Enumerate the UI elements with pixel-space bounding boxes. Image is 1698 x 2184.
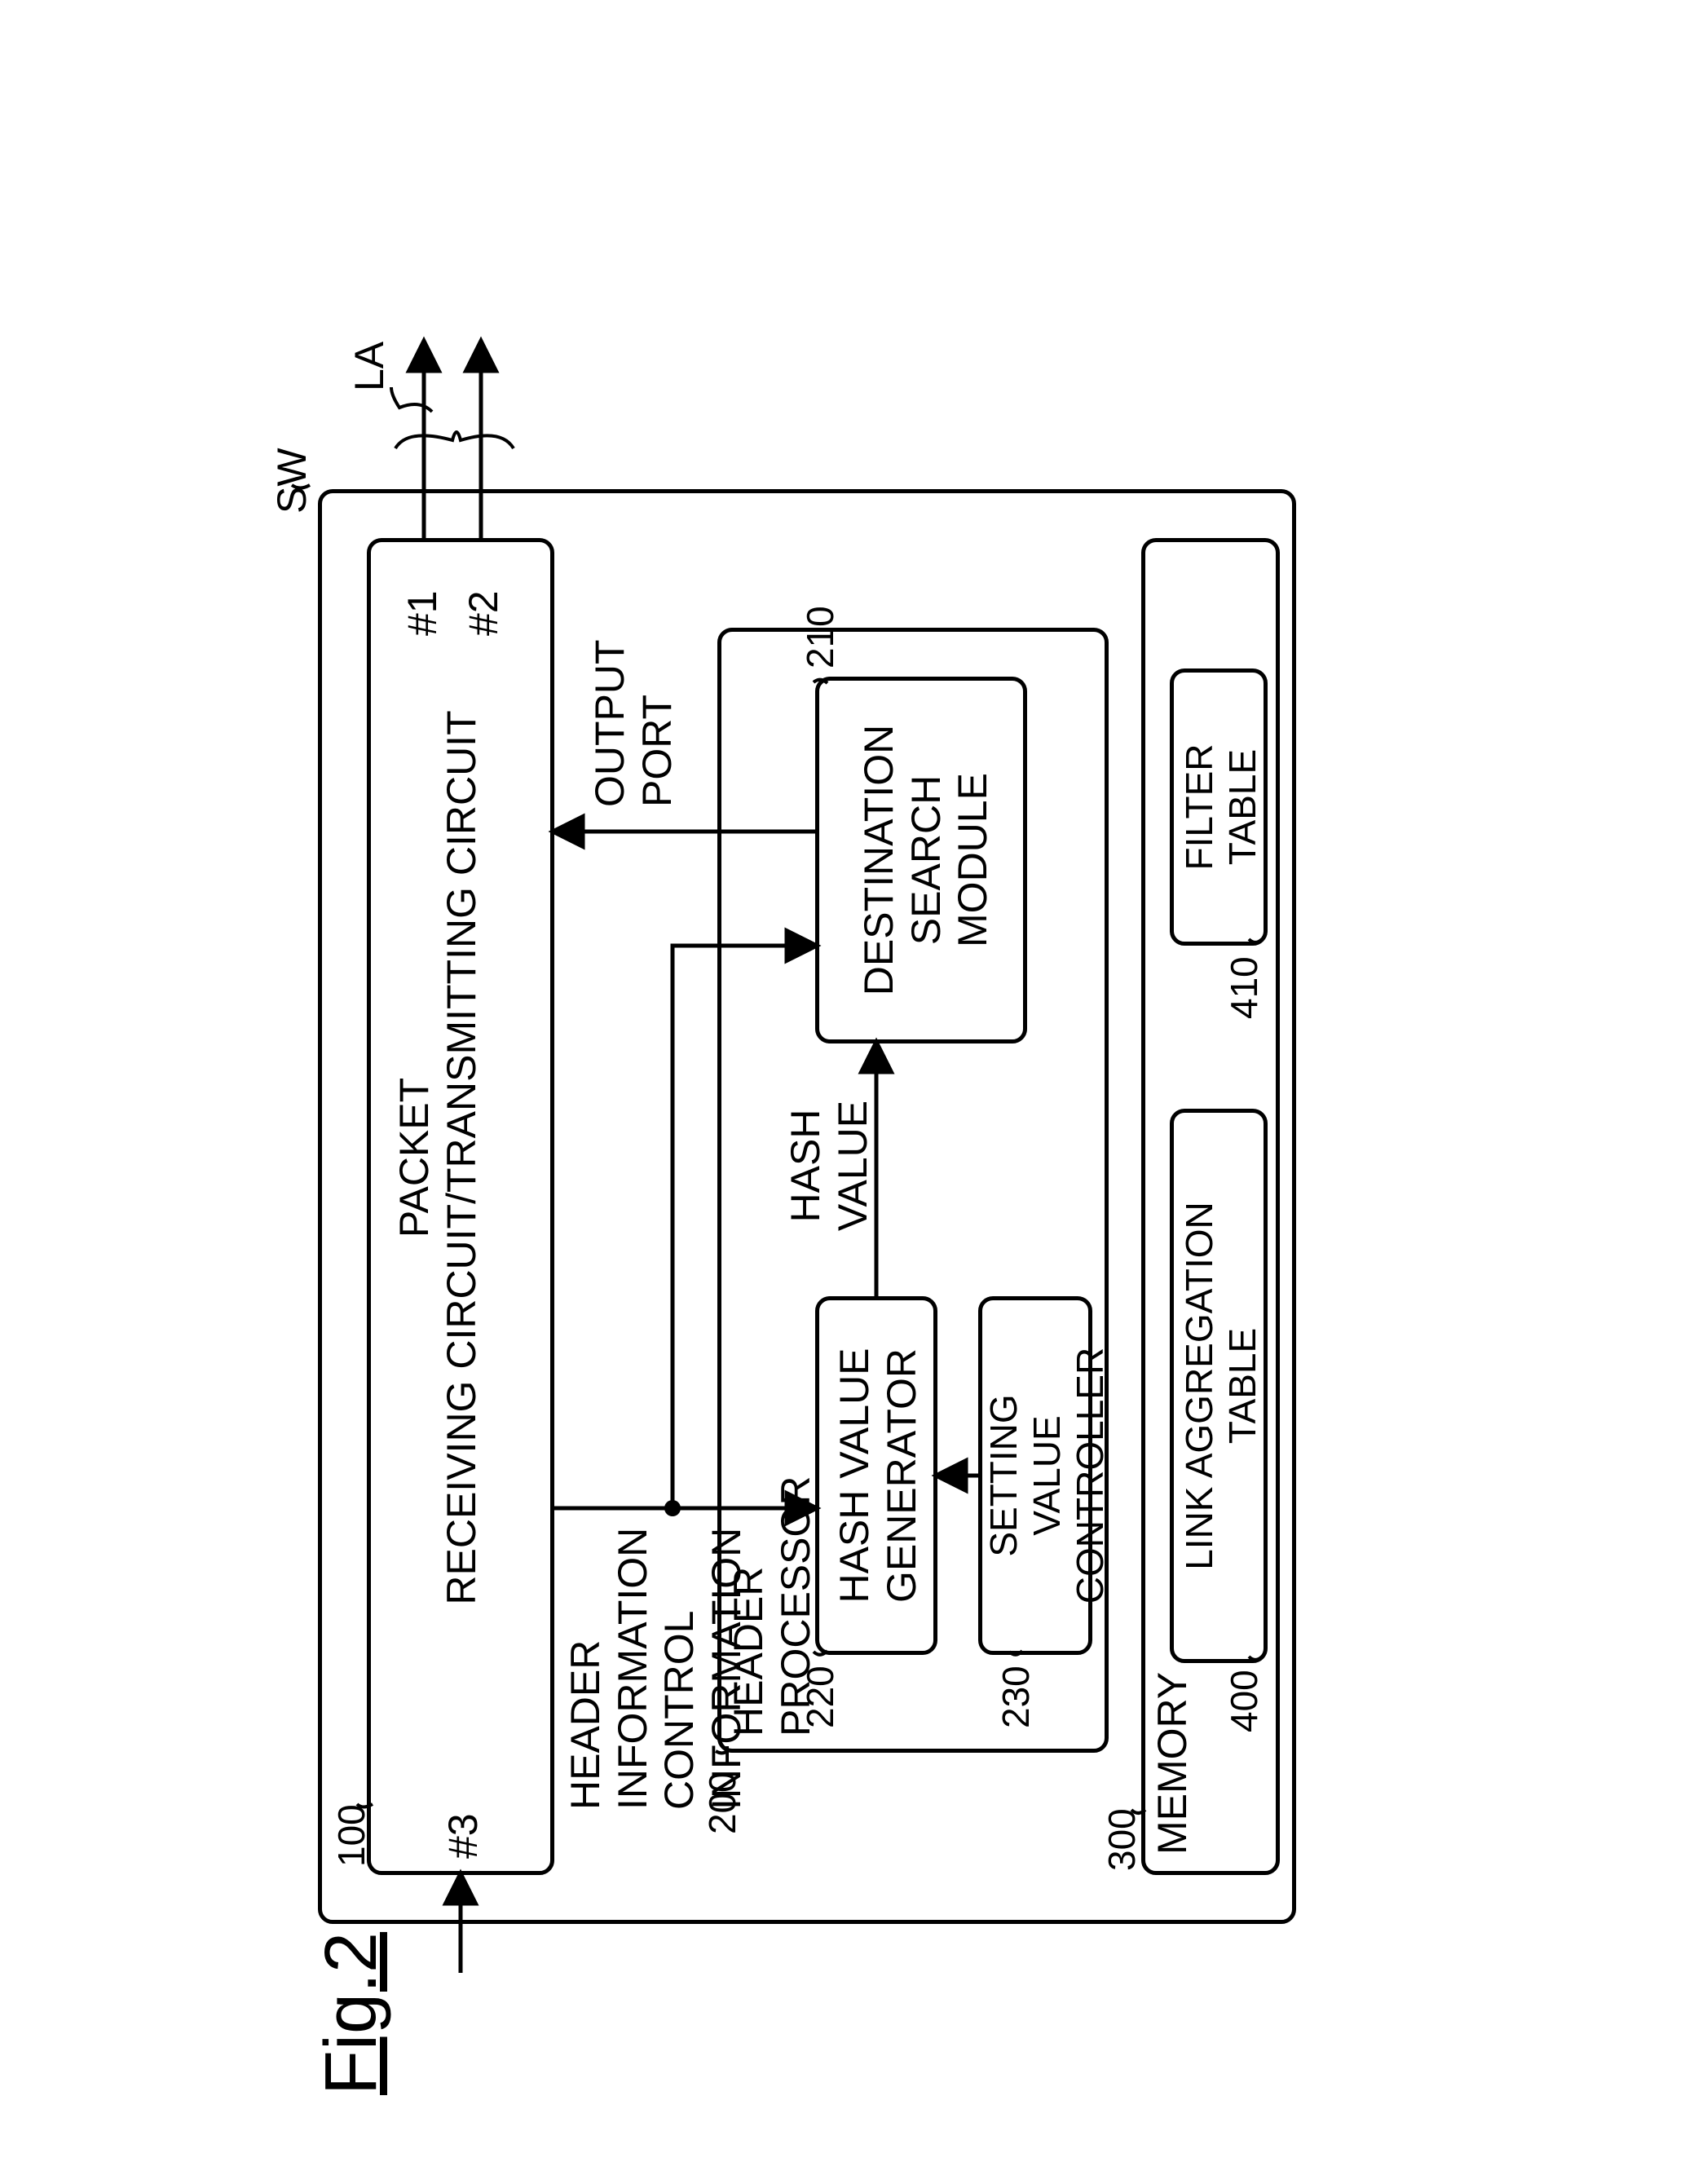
filter-table-label: FILTER TABLE [1178,668,1264,946]
packet-circuit-ref: 100 [330,1804,373,1867]
memory-ref: 300 [1100,1808,1144,1871]
link-agg-ref: 400 [1223,1670,1266,1732]
setting-controller-ref: 230 [995,1666,1038,1728]
hash-generator-ref: 220 [799,1666,842,1728]
control-info-label: CONTROL INFORMATION [656,1528,750,1810]
port-1-label: #1 [399,590,447,636]
filter-table-ref: 410 [1223,956,1266,1019]
hash-value-label: HASH VALUE [783,1084,876,1247]
dest-search-ref: 210 [799,606,842,668]
memory-label: MEMORY [1149,1672,1197,1855]
port-3-label: #3 [440,1813,487,1859]
block-diagram: SW PACKET RECEIVING CIRCUIT/TRANSMITTING… [285,261,1345,1973]
la-label: LA [346,342,394,391]
header-info-label: HEADER INFORMATION [562,1528,656,1810]
packet-circuit-label: PACKET RECEIVING CIRCUIT/TRANSMITTING CI… [391,701,485,1614]
setting-controller-label: SETTING VALUE CONTROLLER [982,1296,1112,1655]
sw-label: SW [269,448,316,514]
dest-search-label: DESTINATION SEARCH MODULE [856,677,997,1043]
page-root: Fig.2 SW PACKET RECEIVING CIRCUIT/TRANSM… [33,33,1665,2151]
output-port-label: OUTPUT PORT [587,639,681,807]
port-2-label: #2 [461,590,508,636]
hash-generator-label: HASH VALUE GENERATOR [831,1296,925,1655]
link-agg-label: LINK AGGREGATION TABLE [1178,1109,1264,1663]
